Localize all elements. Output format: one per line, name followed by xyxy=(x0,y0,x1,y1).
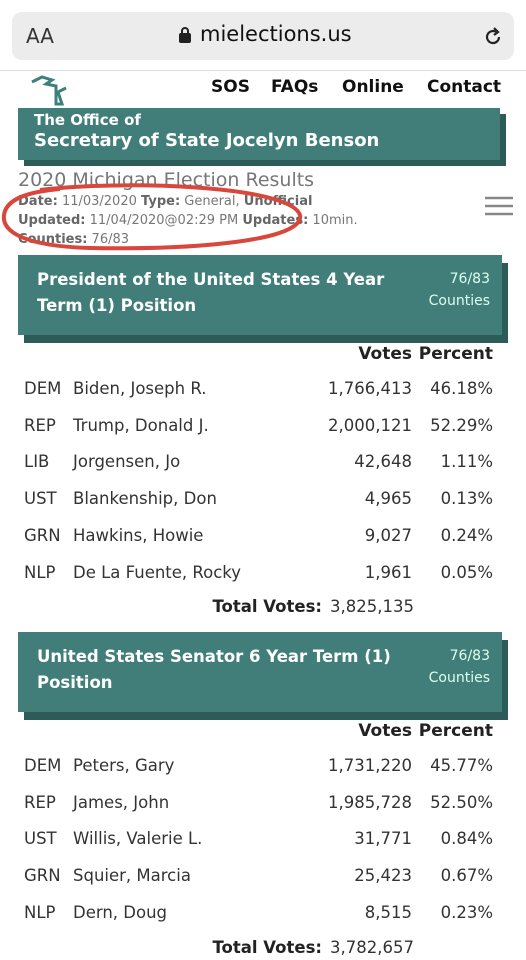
percent: 0.24% xyxy=(440,525,493,545)
votes: 1,985,728 xyxy=(328,792,412,812)
address-bar[interactable] xyxy=(12,12,514,60)
race-title: United States Senator 6 Year Term (1) Po… xyxy=(37,647,391,692)
value: 11/04/2020@02:29 PM xyxy=(89,213,239,228)
votes: 8,515 xyxy=(364,902,412,922)
percent: 0.23% xyxy=(440,902,493,922)
lock-icon xyxy=(179,27,191,43)
percent: 0.84% xyxy=(440,829,493,849)
party: REP xyxy=(24,415,56,435)
divider xyxy=(0,70,526,71)
votes: 1,731,220 xyxy=(328,756,412,775)
party: DEM xyxy=(24,756,62,775)
votes: 31,771 xyxy=(354,829,412,849)
percent: 52.50% xyxy=(430,792,493,812)
menu-icon[interactable] xyxy=(484,196,514,216)
votes: 42,648 xyxy=(354,452,412,472)
party: REP xyxy=(24,792,56,812)
candidate: Willis, Valerie L. xyxy=(73,829,203,849)
candidate: Biden, Joseph R. xyxy=(73,379,207,398)
percent: 52.29% xyxy=(430,415,493,435)
total-label: Total Votes: xyxy=(212,597,322,617)
column-header: Percent xyxy=(418,344,493,364)
candidate: Blankenship, Don xyxy=(73,489,217,509)
party: NLP xyxy=(24,562,56,582)
party: DEM xyxy=(24,379,62,398)
party: NLP xyxy=(24,902,56,922)
percent: 0.13% xyxy=(440,489,493,509)
total-votes: 3,782,657 xyxy=(330,937,414,957)
text-size-button[interactable]: AA xyxy=(26,24,54,48)
race-counties-label: Counties xyxy=(428,293,490,309)
meta-line: Updated: 11/04/2020@02:29 PM Updates: 10… xyxy=(18,213,358,228)
reload-icon[interactable] xyxy=(482,26,504,48)
candidate: Jorgensen, Jo xyxy=(73,452,181,472)
label: Type: xyxy=(141,194,181,209)
column-header: Votes xyxy=(358,721,412,741)
race-counties: 76/83 xyxy=(449,648,490,664)
race-counties-label: Counties xyxy=(428,670,490,686)
votes: 1,766,413 xyxy=(328,379,412,398)
banner-line2: Secretary of State Jocelyn Benson xyxy=(34,130,380,151)
race-header: United States Senator 6 Year Term (1) Po… xyxy=(18,632,502,712)
url[interactable]: mielections.us xyxy=(200,22,352,46)
candidate: Dern, Doug xyxy=(73,902,168,922)
label: Updated: xyxy=(18,213,86,228)
total-label: Total Votes: xyxy=(212,937,322,957)
candidate: James, John xyxy=(73,792,170,812)
party: UST xyxy=(24,489,57,509)
party: GRN xyxy=(24,866,61,886)
percent: 0.67% xyxy=(440,866,493,886)
race-counties: 76/83 xyxy=(449,271,490,287)
party: LIB xyxy=(24,452,50,472)
banner-line1: The Office of xyxy=(34,111,141,129)
candidate: Squier, Marcia xyxy=(73,866,191,886)
votes: 4,965 xyxy=(364,489,412,509)
party: UST xyxy=(24,829,57,849)
candidate: Peters, Gary xyxy=(73,756,175,775)
percent: 1.11% xyxy=(440,452,493,472)
votes: 9,027 xyxy=(364,525,412,545)
party: GRN xyxy=(24,525,61,545)
votes: 1,961 xyxy=(364,562,412,582)
nav-link[interactable]: Contact xyxy=(427,77,502,97)
candidate: Hawkins, Howie xyxy=(73,525,204,545)
candidate: De La Fuente, Rocky xyxy=(73,562,242,582)
value: 76/83 xyxy=(91,232,130,247)
votes: 2,000,121 xyxy=(328,415,412,435)
column-header: Percent xyxy=(418,721,493,741)
percent: 0.05% xyxy=(440,562,493,582)
label: Updates: xyxy=(242,213,309,228)
banner: The Office of Secretary of State Jocelyn… xyxy=(18,108,500,160)
value: General, xyxy=(184,194,240,209)
percent: 45.77% xyxy=(430,756,493,775)
candidate: Trump, Donald J. xyxy=(73,415,209,435)
race-header: President of the United States 4 Year Te… xyxy=(18,255,502,335)
label: Date: xyxy=(18,194,58,209)
annotation-circle xyxy=(1,183,303,251)
votes: 25,423 xyxy=(354,866,412,886)
nav-link[interactable]: FAQs xyxy=(271,77,319,97)
value: 11/03/2020 xyxy=(61,194,137,209)
percent: 46.18% xyxy=(430,379,493,398)
nav-link[interactable]: SOS xyxy=(211,77,250,97)
column-header: Votes xyxy=(358,344,412,364)
total-votes: 3,825,135 xyxy=(330,597,414,617)
nav-link[interactable]: Online xyxy=(342,77,404,97)
logo xyxy=(31,75,67,106)
race-title: President of the United States 4 Year Te… xyxy=(37,270,385,315)
value: 10min. xyxy=(312,213,358,228)
